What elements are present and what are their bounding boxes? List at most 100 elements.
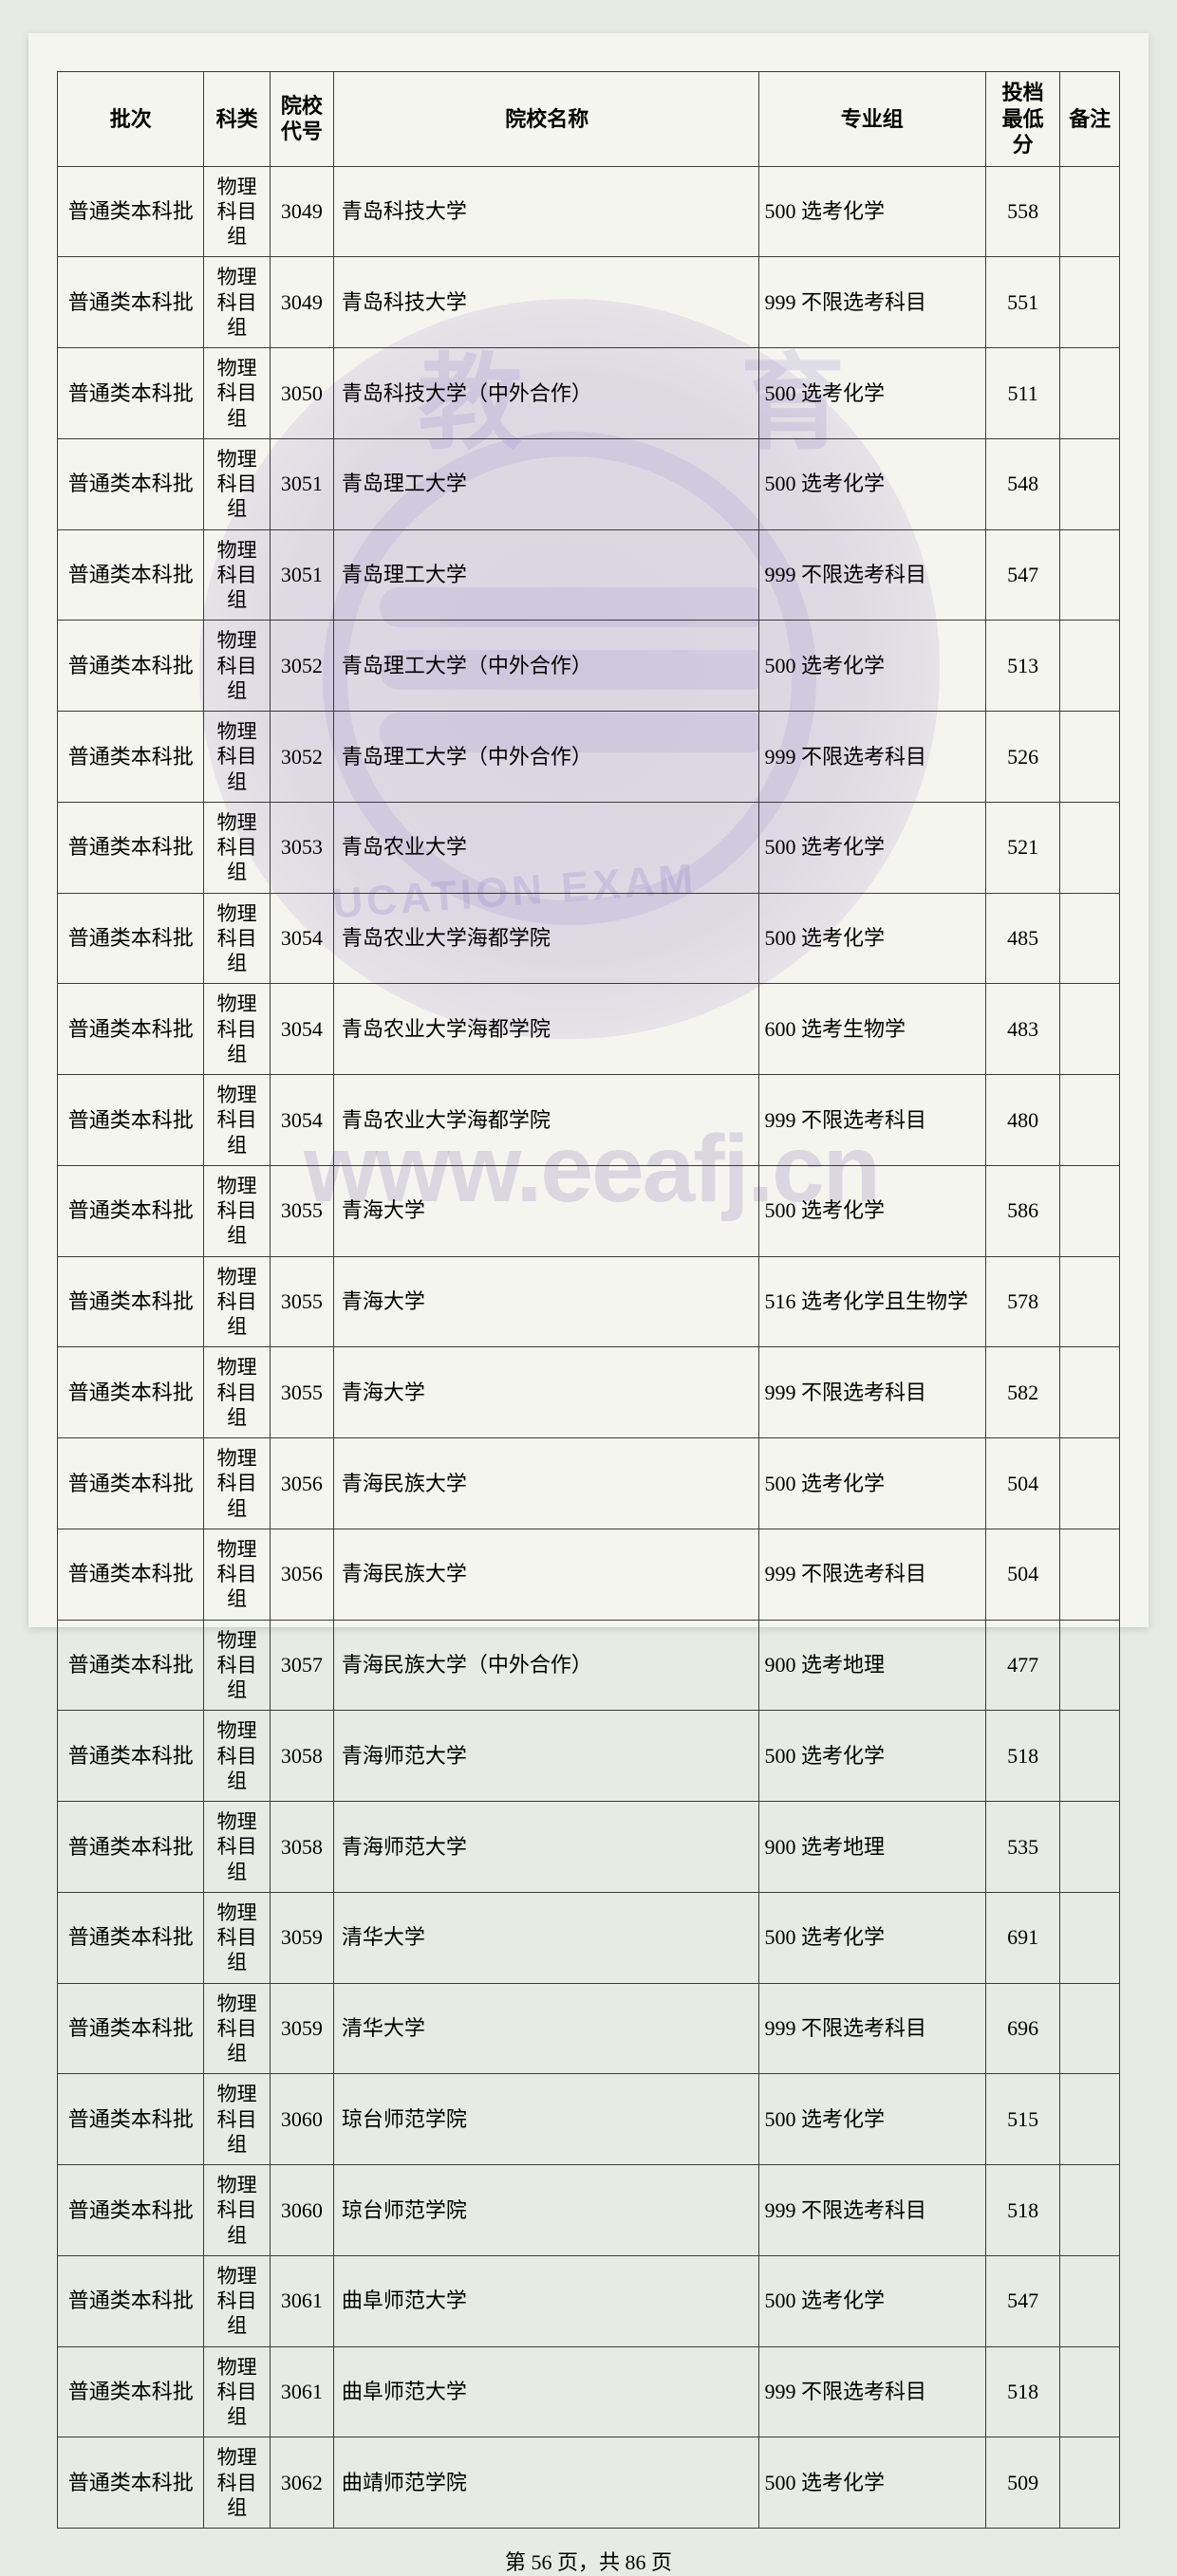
table-cell: 900 选考地理 xyxy=(758,1620,985,1711)
table-cell: 586 xyxy=(985,1165,1059,1256)
table-cell: 518 xyxy=(985,1711,1059,1802)
table-cell: 青海民族大学（中外合作） xyxy=(333,1620,758,1711)
table-row: 普通类本科批物理科目组3051青岛理工大学500 选考化学548 xyxy=(58,438,1120,529)
table-cell: 曲靖师范学院 xyxy=(333,2437,758,2529)
table-cell: 琼台师范学院 xyxy=(333,2074,758,2165)
col-header-note: 备注 xyxy=(1060,72,1120,167)
table-row: 普通类本科批物理科目组3049青岛科技大学500 选考化学558 xyxy=(58,166,1120,257)
table-cell: 青岛科技大学（中外合作） xyxy=(333,348,758,439)
table-row: 普通类本科批物理科目组3054青岛农业大学海都学院999 不限选考科目480 xyxy=(58,1075,1120,1166)
table-cell: 582 xyxy=(985,1347,1059,1438)
table-cell: 青岛理工大学 xyxy=(333,438,758,529)
table-cell: 普通类本科批 xyxy=(58,1438,204,1529)
table-cell: 500 选考化学 xyxy=(758,2074,985,2165)
table-row: 普通类本科批物理科目组3055青海大学500 选考化学586 xyxy=(58,1165,1120,1256)
table-cell: 513 xyxy=(985,621,1059,712)
table-cell xyxy=(1060,438,1120,529)
table-cell: 3051 xyxy=(270,529,333,621)
table-cell: 500 选考化学 xyxy=(758,438,985,529)
table-cell: 青岛理工大学（中外合作） xyxy=(333,621,758,712)
table-cell: 547 xyxy=(985,2255,1059,2346)
table-cell: 900 选考地理 xyxy=(758,1802,985,1893)
table-cell: 物理科目组 xyxy=(204,1347,270,1438)
table-cell: 999 不限选考科目 xyxy=(758,1983,985,2074)
table-cell xyxy=(1060,1892,1120,1983)
table-cell: 3059 xyxy=(270,1983,333,2074)
table-cell: 500 选考化学 xyxy=(758,1438,985,1529)
table-cell: 物理科目组 xyxy=(204,1165,270,1256)
col-header-score: 投档最低分 xyxy=(985,72,1059,167)
table-cell: 普通类本科批 xyxy=(58,1075,204,1166)
table-cell: 物理科目组 xyxy=(204,802,270,893)
table-cell xyxy=(1060,802,1120,893)
table-cell: 3055 xyxy=(270,1256,333,1347)
table-cell: 物理科目组 xyxy=(204,621,270,712)
table-cell: 普通类本科批 xyxy=(58,1983,204,2074)
col-header-subject: 科类 xyxy=(204,72,270,167)
table-cell: 518 xyxy=(985,2165,1059,2256)
table-cell: 琼台师范学院 xyxy=(333,2165,758,2256)
table-cell: 物理科目组 xyxy=(204,1892,270,1983)
table-cell: 物理科目组 xyxy=(204,1983,270,2074)
table-cell: 3060 xyxy=(270,2165,333,2256)
table-cell xyxy=(1060,984,1120,1075)
table-cell: 480 xyxy=(985,1075,1059,1166)
table-cell: 3056 xyxy=(270,1529,333,1620)
table-cell: 500 选考化学 xyxy=(758,1892,985,1983)
table-cell: 普通类本科批 xyxy=(58,1256,204,1347)
table-cell xyxy=(1060,1620,1120,1711)
table-cell: 500 选考化学 xyxy=(758,1711,985,1802)
table-cell: 物理科目组 xyxy=(204,1802,270,1893)
table-cell: 509 xyxy=(985,2437,1059,2529)
table-row: 普通类本科批物理科目组3055青海大学999 不限选考科目582 xyxy=(58,1347,1120,1438)
table-cell: 物理科目组 xyxy=(204,166,270,257)
table-cell: 普通类本科批 xyxy=(58,166,204,257)
table-cell: 物理科目组 xyxy=(204,348,270,439)
table-cell: 物理科目组 xyxy=(204,1620,270,1711)
table-row: 普通类本科批物理科目组3049青岛科技大学999 不限选考科目551 xyxy=(58,257,1120,348)
table-cell: 535 xyxy=(985,1802,1059,1893)
table-cell: 青海师范大学 xyxy=(333,1802,758,1893)
table-cell: 物理科目组 xyxy=(204,1075,270,1166)
table-cell xyxy=(1060,1165,1120,1256)
table-row: 普通类本科批物理科目组3058青海师范大学900 选考地理535 xyxy=(58,1802,1120,1893)
table-cell xyxy=(1060,2074,1120,2165)
table-cell xyxy=(1060,1256,1120,1347)
table-cell: 504 xyxy=(985,1529,1059,1620)
table-cell: 青岛农业大学海都学院 xyxy=(333,984,758,1075)
table-cell: 548 xyxy=(985,438,1059,529)
table-cell: 521 xyxy=(985,802,1059,893)
table-cell xyxy=(1060,1983,1120,2074)
table-cell: 3051 xyxy=(270,438,333,529)
table-row: 普通类本科批物理科目组3062曲靖师范学院500 选考化学509 xyxy=(58,2437,1120,2529)
table-cell: 普通类本科批 xyxy=(58,2346,204,2437)
table-cell xyxy=(1060,1802,1120,1893)
table-cell: 普通类本科批 xyxy=(58,2255,204,2346)
table-row: 普通类本科批物理科目组3057青海民族大学（中外合作）900 选考地理477 xyxy=(58,1620,1120,1711)
table-cell: 999 不限选考科目 xyxy=(758,257,985,348)
table-cell: 物理科目组 xyxy=(204,984,270,1075)
col-header-batch: 批次 xyxy=(58,72,204,167)
table-cell: 物理科目组 xyxy=(204,1711,270,1802)
table-cell: 青岛农业大学海都学院 xyxy=(333,893,758,984)
table-cell: 696 xyxy=(985,1983,1059,2074)
table-cell: 青岛科技大学 xyxy=(333,166,758,257)
table-cell: 3060 xyxy=(270,2074,333,2165)
table-cell xyxy=(1060,2346,1120,2437)
table-cell: 3062 xyxy=(270,2437,333,2529)
table-row: 普通类本科批物理科目组3056青海民族大学500 选考化学504 xyxy=(58,1438,1120,1529)
table-cell xyxy=(1060,1075,1120,1166)
table-cell: 3053 xyxy=(270,802,333,893)
table-cell: 物理科目组 xyxy=(204,2346,270,2437)
table-body: 普通类本科批物理科目组3049青岛科技大学500 选考化学558普通类本科批物理… xyxy=(58,166,1120,2529)
table-cell: 500 选考化学 xyxy=(758,2255,985,2346)
table-cell: 普通类本科批 xyxy=(58,1529,204,1620)
table-cell: 558 xyxy=(985,166,1059,257)
table-header-row: 批次 科类 院校代号 院校名称 专业组 投档最低分 备注 xyxy=(58,72,1120,167)
table-cell: 物理科目组 xyxy=(204,257,270,348)
table-cell xyxy=(1060,893,1120,984)
table-cell: 普通类本科批 xyxy=(58,529,204,621)
col-header-school: 院校名称 xyxy=(333,72,758,167)
table-cell: 清华大学 xyxy=(333,1983,758,2074)
table-cell: 青海大学 xyxy=(333,1256,758,1347)
